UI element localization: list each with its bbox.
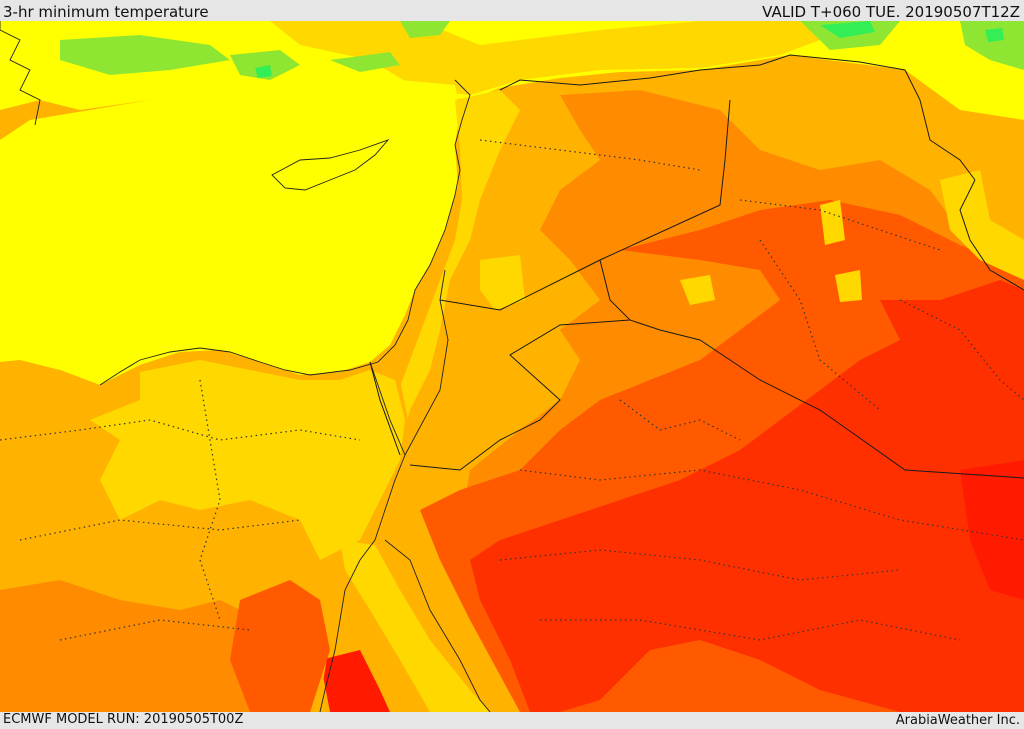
temp-zone-cool-patches <box>60 21 1024 80</box>
red-sea <box>340 540 490 712</box>
valid-time-label: VALID T+060 TUE. 20190507T12Z <box>762 3 1020 21</box>
map-title: 3-hr minimum temperature <box>3 3 209 21</box>
header-bar: 3-hr minimum temperature VALID T+060 TUE… <box>0 0 1024 21</box>
temp-zone-levant <box>390 90 520 450</box>
temp-zone-arabia-hottest <box>470 280 1024 712</box>
model-run-label: ECMWF MODEL RUN: 20190505T00Z <box>3 712 244 727</box>
temp-zone-north-orange <box>270 21 820 95</box>
mediterranean-sea <box>0 80 460 385</box>
temp-zone-warm-pockets <box>480 170 1024 310</box>
country-borders <box>0 21 1024 712</box>
footer-bar: ECMWF MODEL RUN: 20190505T00Z ArabiaWeat… <box>0 712 1024 729</box>
temp-zone-egypt-warm <box>230 580 330 712</box>
temperature-map <box>0 21 1024 712</box>
province-boundaries <box>0 139 1024 641</box>
temp-zone-hot-patch <box>320 650 390 712</box>
credit-label: ArabiaWeather Inc. <box>895 713 1020 728</box>
temp-zone-egypt-light <box>90 360 405 560</box>
cyprus-landmass <box>271 138 390 191</box>
temp-zone-red-sea-coast-hot <box>960 460 1024 600</box>
